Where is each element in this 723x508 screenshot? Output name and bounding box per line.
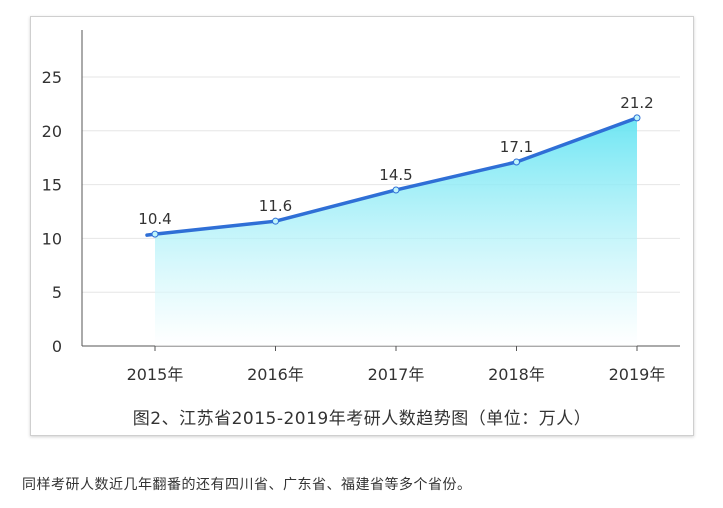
y-tick-label: 5 — [52, 283, 62, 302]
data-label: 10.4 — [138, 210, 171, 228]
data-label: 21.2 — [620, 94, 653, 112]
data-point — [392, 186, 400, 194]
x-tick-label: 2016年 — [247, 365, 304, 384]
data-label: 14.5 — [379, 166, 412, 184]
line-area-chart: 10.4 11.6 14.5 17.1 21.2 0 5 10 15 20 25 2015年 201… — [42, 30, 680, 384]
x-tick-label: 2018年 — [488, 365, 545, 384]
data-point — [633, 114, 641, 122]
x-tick-label: 2015年 — [127, 365, 184, 384]
data-point — [151, 230, 159, 238]
body-paragraph: 同样考研人数近几年翻番的还有四川省、广东省、福建省等多个省份。 — [22, 477, 472, 493]
y-tick-label: 20 — [42, 122, 62, 141]
y-tick-label: 25 — [42, 68, 62, 87]
y-tick-label: 15 — [42, 176, 62, 195]
y-tick-label: 0 — [52, 337, 62, 356]
chart-caption: 图2、江苏省2015-2019年考研人数趋势图（单位：万人） — [132, 409, 592, 429]
data-point — [272, 217, 279, 225]
area-fill — [155, 117, 637, 346]
x-tick-label: 2017年 — [368, 365, 425, 384]
y-tick-label: 10 — [42, 229, 62, 248]
x-tick-label: 2019年 — [609, 365, 666, 384]
data-label: 17.1 — [500, 138, 533, 156]
data-point — [513, 158, 520, 166]
data-label: 11.6 — [259, 197, 292, 215]
